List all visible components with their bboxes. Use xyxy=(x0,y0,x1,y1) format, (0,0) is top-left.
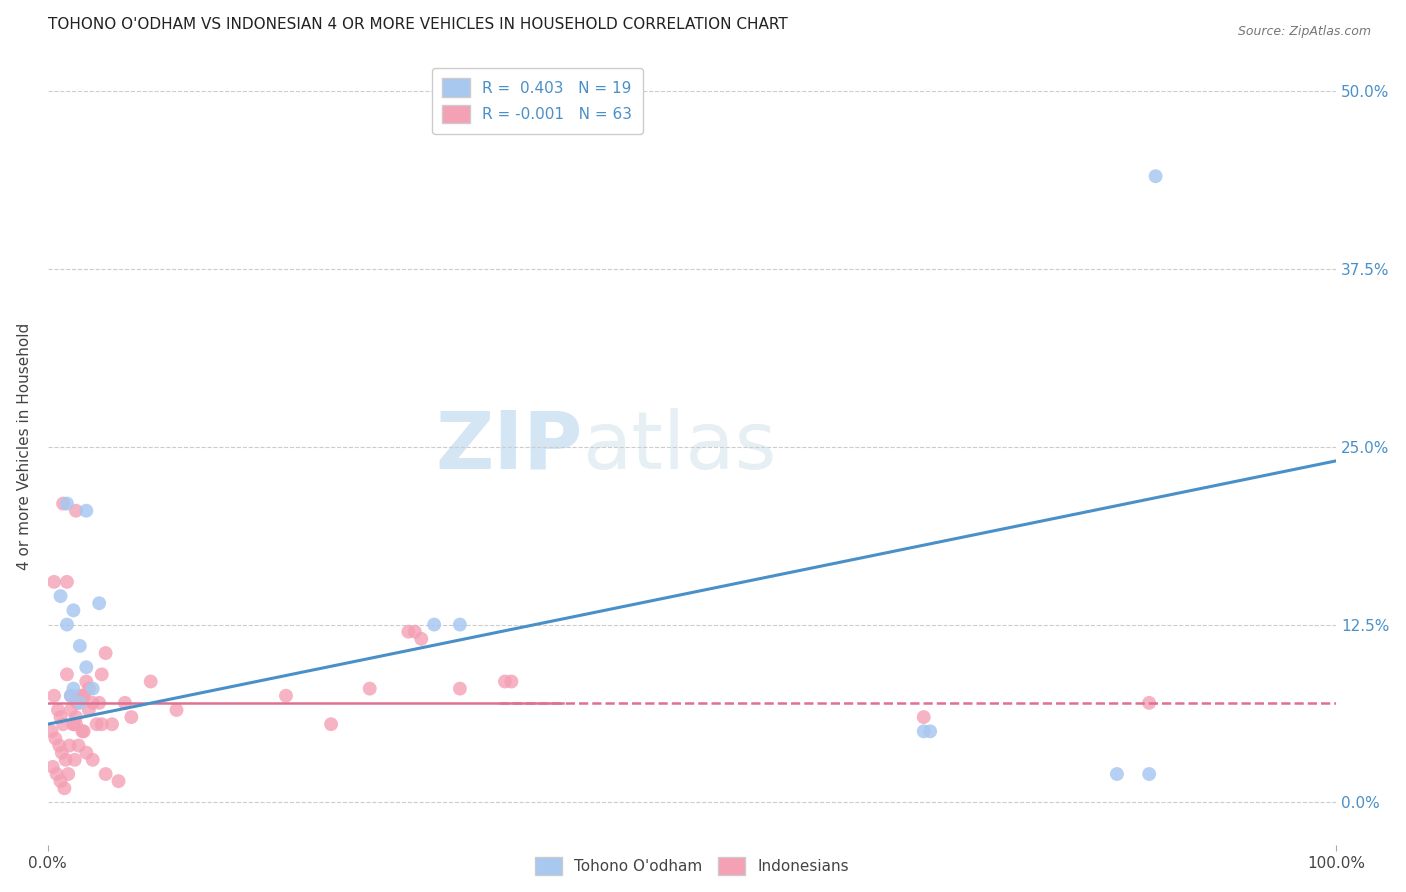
Point xyxy=(75,504,97,518)
Point xyxy=(77,681,100,696)
Point xyxy=(46,703,69,717)
Point xyxy=(404,624,426,639)
Point xyxy=(166,703,188,717)
Point xyxy=(411,632,433,646)
Legend: Tohono O'odham, Indonesians: Tohono O'odham, Indonesians xyxy=(529,851,855,881)
Point xyxy=(75,746,97,760)
Point xyxy=(42,689,65,703)
Point xyxy=(107,774,129,789)
Point xyxy=(501,674,523,689)
Point xyxy=(56,497,79,511)
Point xyxy=(65,504,87,518)
Y-axis label: 4 or more Vehicles in Household: 4 or more Vehicles in Household xyxy=(17,323,32,570)
Point xyxy=(73,689,96,703)
Point xyxy=(65,710,87,724)
Point xyxy=(56,667,79,681)
Point xyxy=(69,696,91,710)
Point xyxy=(53,781,76,796)
Point xyxy=(75,674,97,689)
Point xyxy=(1137,767,1160,781)
Point xyxy=(52,497,75,511)
Point xyxy=(56,617,79,632)
Point xyxy=(94,767,117,781)
Point xyxy=(55,753,77,767)
Point xyxy=(59,689,82,703)
Point xyxy=(86,717,108,731)
Point xyxy=(359,681,381,696)
Point xyxy=(59,703,82,717)
Point xyxy=(52,717,75,731)
Text: ZIP: ZIP xyxy=(434,408,582,485)
Point xyxy=(65,717,87,731)
Point xyxy=(66,696,89,710)
Point xyxy=(89,696,111,710)
Point xyxy=(67,739,90,753)
Point xyxy=(101,717,124,731)
Point xyxy=(77,703,100,717)
Point xyxy=(49,710,72,724)
Point xyxy=(423,617,446,632)
Point xyxy=(62,603,84,617)
Point xyxy=(73,689,96,703)
Point xyxy=(90,717,112,731)
Point xyxy=(69,689,91,703)
Point xyxy=(44,731,66,746)
Point xyxy=(45,767,67,781)
Point xyxy=(396,624,419,639)
Point xyxy=(1105,767,1128,781)
Point xyxy=(48,739,70,753)
Point xyxy=(94,646,117,660)
Point xyxy=(42,760,65,774)
Point xyxy=(73,724,96,739)
Point xyxy=(82,681,104,696)
Point xyxy=(75,660,97,674)
Point xyxy=(449,617,471,632)
Point xyxy=(274,689,297,703)
Point xyxy=(42,574,65,589)
Point xyxy=(51,746,73,760)
Point xyxy=(41,724,63,739)
Point xyxy=(912,724,935,739)
Point xyxy=(72,724,94,739)
Point xyxy=(62,717,84,731)
Point xyxy=(912,710,935,724)
Point xyxy=(69,639,91,653)
Point xyxy=(82,696,104,710)
Point xyxy=(58,739,80,753)
Text: Source: ZipAtlas.com: Source: ZipAtlas.com xyxy=(1237,25,1371,38)
Point xyxy=(1144,169,1167,184)
Point xyxy=(1137,696,1160,710)
Point xyxy=(56,574,79,589)
Point xyxy=(90,667,112,681)
Text: atlas: atlas xyxy=(582,408,776,485)
Text: TOHONO O'ODHAM VS INDONESIAN 4 OR MORE VEHICLES IN HOUSEHOLD CORRELATION CHART: TOHONO O'ODHAM VS INDONESIAN 4 OR MORE V… xyxy=(48,17,787,32)
Point xyxy=(82,753,104,767)
Point xyxy=(449,681,471,696)
Point xyxy=(319,717,342,731)
Point xyxy=(59,689,82,703)
Point xyxy=(920,724,942,739)
Point xyxy=(58,767,80,781)
Point xyxy=(89,596,111,610)
Point xyxy=(49,774,72,789)
Point xyxy=(62,717,84,731)
Point xyxy=(114,696,136,710)
Point xyxy=(49,589,72,603)
Point xyxy=(494,674,516,689)
Point xyxy=(63,753,86,767)
Point xyxy=(139,674,162,689)
Point xyxy=(120,710,142,724)
Point xyxy=(62,681,84,696)
